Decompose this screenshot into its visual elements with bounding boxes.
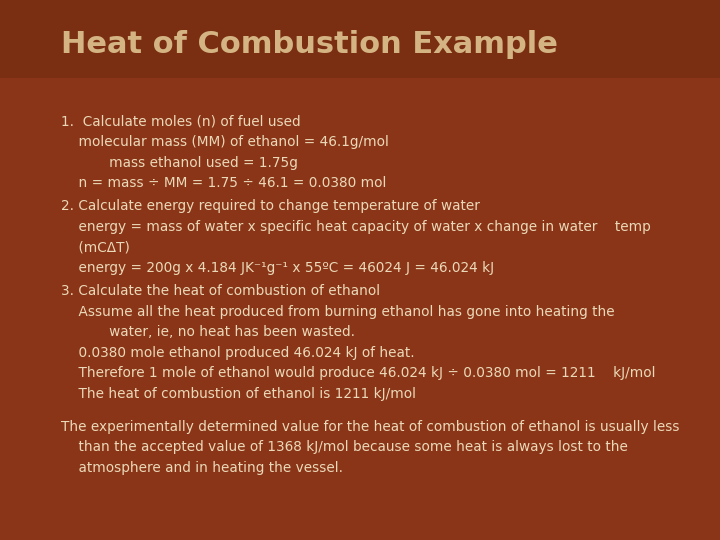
Text: molecular mass (MM) of ethanol = 46.1g/mol: molecular mass (MM) of ethanol = 46.1g/m… bbox=[61, 135, 389, 149]
Text: than the accepted value of 1368 kJ/mol because some heat is always lost to the: than the accepted value of 1368 kJ/mol b… bbox=[61, 440, 628, 454]
Text: 0.0380 mole ethanol produced 46.024 kJ of heat.: 0.0380 mole ethanol produced 46.024 kJ o… bbox=[61, 346, 415, 360]
Text: energy = mass of water x specific heat capacity of water x change in water    te: energy = mass of water x specific heat c… bbox=[61, 220, 651, 234]
Text: 2. Calculate energy required to change temperature of water: 2. Calculate energy required to change t… bbox=[61, 199, 480, 213]
Text: Heat of Combustion Example: Heat of Combustion Example bbox=[61, 30, 558, 59]
Text: (mCΔT): (mCΔT) bbox=[61, 240, 130, 254]
Text: 1.  Calculate moles (n) of fuel used: 1. Calculate moles (n) of fuel used bbox=[61, 114, 301, 129]
Text: The experimentally determined value for the heat of combustion of ethanol is usu: The experimentally determined value for … bbox=[61, 420, 680, 434]
Text: Assume all the heat produced from burning ethanol has gone into heating the: Assume all the heat produced from burnin… bbox=[61, 305, 615, 319]
Text: mass ethanol used = 1.75g: mass ethanol used = 1.75g bbox=[61, 156, 298, 170]
Text: energy = 200g x 4.184 JK⁻¹g⁻¹ x 55ºC = 46024 J = 46.024 kJ: energy = 200g x 4.184 JK⁻¹g⁻¹ x 55ºC = 4… bbox=[61, 261, 495, 275]
Text: The heat of combustion of ethanol is 1211 kJ/mol: The heat of combustion of ethanol is 121… bbox=[61, 387, 416, 401]
Text: atmosphere and in heating the vessel.: atmosphere and in heating the vessel. bbox=[61, 461, 343, 475]
Text: n = mass ÷ MM = 1.75 ÷ 46.1 = 0.0380 mol: n = mass ÷ MM = 1.75 ÷ 46.1 = 0.0380 mol bbox=[61, 176, 387, 190]
Text: Therefore 1 mole of ethanol would produce 46.024 kJ ÷ 0.0380 mol = 1211    kJ/mo: Therefore 1 mole of ethanol would produc… bbox=[61, 366, 656, 380]
Text: 3. Calculate the heat of combustion of ethanol: 3. Calculate the heat of combustion of e… bbox=[61, 284, 380, 298]
FancyBboxPatch shape bbox=[0, 0, 720, 78]
Text: water, ie, no heat has been wasted.: water, ie, no heat has been wasted. bbox=[61, 325, 355, 339]
